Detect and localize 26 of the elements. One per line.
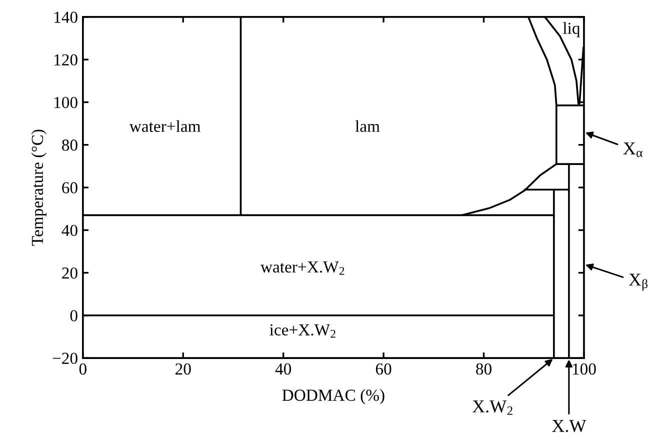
y-axis-title: Temperature (°C) [31,130,46,246]
y-tick-label: 140 [54,12,78,23]
x-tick-label: 100 [572,363,596,375]
annotation: X.W$_{2}$ [472,400,512,415]
y-tick-label: 40 [62,224,78,236]
y-tick-label: 120 [54,54,78,66]
text: X$_{β}$ [628,274,648,291]
y-tick-label: 0 [70,310,78,322]
x-tick-label: 0 [79,363,86,375]
annotation: water+X.W$_{2}$ [260,262,344,275]
x-tick-label: 20 [176,363,191,375]
x-tick-label: 60 [376,363,392,375]
annotation: X.W [552,420,586,432]
x-axis-title: DODMAC (%) [282,389,384,404]
annotation: liq [562,22,580,38]
x-tick-label: 40 [275,363,292,375]
y-tick-label: 60 [62,182,78,194]
y-tick-label: 100 [54,96,78,108]
annotation: lam [355,120,380,132]
y-tick-label: 20 [62,267,78,279]
y-tick-label: 80 [62,140,78,151]
y-tick-label: −20 [52,352,78,364]
text: X$_{α}$ [623,142,642,157]
x-tick-label: 80 [476,363,492,375]
annotation: water+lam [129,120,201,132]
annotation: ice+X.W$_{2}$ [270,324,336,338]
